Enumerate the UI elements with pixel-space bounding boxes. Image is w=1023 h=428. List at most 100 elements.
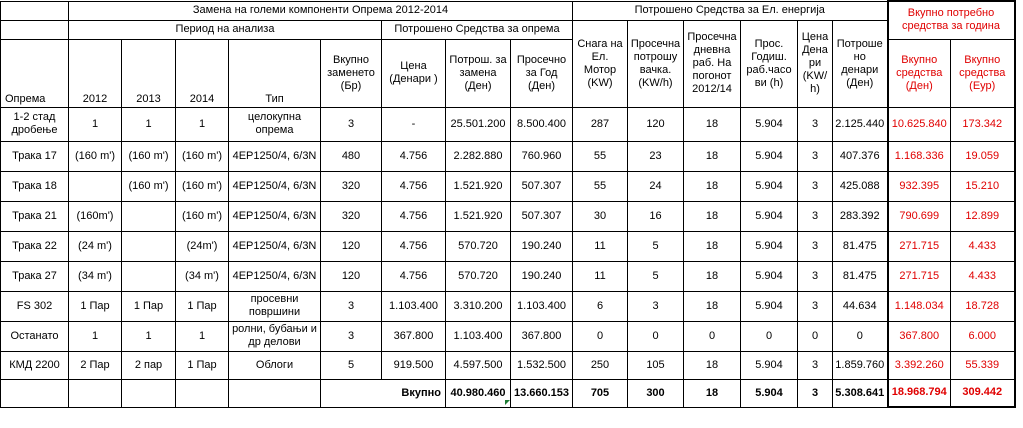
- price-cell: 919.500: [381, 350, 446, 380]
- grand-total-den: 18.968.794: [886, 378, 951, 408]
- annual-hours-cell: 5.904: [740, 230, 798, 262]
- total-hours: 5.904: [740, 378, 798, 408]
- avg-cell: 507.307: [510, 200, 573, 232]
- blank-cell: [228, 378, 321, 408]
- energy-spent-cell: 81.475: [832, 260, 888, 292]
- corner-cell: [0, 0, 69, 21]
- table-row: Останато 1 1 1 ролни, бубањи и др делови 3 367…: [0, 320, 1016, 352]
- energy-price-cell: 3: [797, 230, 833, 262]
- totals-row: Вкупно 40.980.460 13.660.153 705 300 18 …: [0, 378, 1016, 408]
- col-total-den: Вкупно средства (Ден): [886, 38, 951, 108]
- cell-comment-marker: [505, 400, 510, 405]
- power-cell: 11: [572, 230, 628, 262]
- price-cell: 4.756: [381, 260, 446, 292]
- total-energy-price: 3: [797, 378, 833, 408]
- spent-cell: 25.501.200: [445, 106, 511, 142]
- year-2013-cell: 1 Пар: [121, 290, 176, 322]
- energy-spent-cell: 2.125.440: [832, 106, 888, 142]
- spent-cell: 570.720: [445, 230, 511, 262]
- consumption-cell: 105: [627, 350, 684, 380]
- daily-hours-cell: 18: [683, 350, 741, 380]
- avg-cell: 507.307: [510, 170, 573, 202]
- col-avg-consumption: Просечна потрошу вачка. (KW/h): [627, 19, 684, 108]
- total-den-cell: 271.715: [886, 230, 951, 262]
- col-avg-annual-hours: Прос. Годиш. раб.часо ви (h): [740, 19, 798, 108]
- table-row: 1-2 стад дробење 1 1 1 целокупна опрема 3-25.…: [0, 106, 1016, 142]
- blank-cell: [0, 378, 69, 408]
- totals-label: Вкупно: [320, 378, 446, 408]
- price-cell: 367.800: [381, 320, 446, 352]
- col-avg-daily-hours: Просечна дневна раб. На погонот 2012/14: [683, 19, 741, 108]
- daily-hours-cell: 18: [683, 260, 741, 292]
- consumption-cell: 3: [627, 290, 684, 322]
- spent-cell: 2.282.880: [445, 140, 511, 172]
- avg-cell: 190.240: [510, 230, 573, 262]
- annual-hours-cell: 0: [740, 320, 798, 352]
- energy-price-cell: 3: [797, 290, 833, 322]
- table-row: Трака 17 (160 m') (160 m') (160 m') 4EP1250/…: [0, 140, 1016, 172]
- col-total-replaced: Вкупно заменето (Бр): [320, 38, 382, 108]
- count-cell: 120: [320, 260, 382, 292]
- total-eur-cell: 19.059: [950, 140, 1016, 172]
- spent-cell: 1.521.920: [445, 170, 511, 202]
- consumption-cell: 5: [627, 230, 684, 262]
- blank-cell: [175, 378, 229, 408]
- year-2012-cell: (160 m'): [68, 140, 122, 172]
- equipment-name: Останато: [0, 320, 69, 352]
- count-cell: 320: [320, 170, 382, 202]
- count-cell: 320: [320, 200, 382, 232]
- total-den-cell: 1.148.034: [886, 290, 951, 322]
- year-2012-cell: 1: [68, 106, 122, 142]
- total-eur-cell: 55.339: [950, 350, 1016, 380]
- col-2013: 2013: [121, 38, 176, 108]
- consumption-cell: 24: [627, 170, 684, 202]
- consumption-cell: 5: [627, 260, 684, 292]
- price-cell: -: [381, 106, 446, 142]
- year-2012-cell: 1 Пар: [68, 290, 122, 322]
- spent-cell: 3.310.200: [445, 290, 511, 322]
- power-cell: 6: [572, 290, 628, 322]
- daily-hours-cell: 18: [683, 106, 741, 142]
- grand-total-eur: 309.442: [950, 378, 1016, 408]
- group-energy-header: Потрошено Средства за Ел. енергија: [572, 0, 888, 21]
- year-2014-cell: 1: [175, 106, 229, 142]
- col-2014: 2014: [175, 38, 229, 108]
- price-cell: 4.756: [381, 230, 446, 262]
- energy-price-cell: 0: [797, 320, 833, 352]
- spent-cell: 1.521.920: [445, 200, 511, 232]
- power-cell: 11: [572, 260, 628, 292]
- energy-spent-cell: 1.859.760: [832, 350, 888, 380]
- energy-price-cell: 3: [797, 106, 833, 142]
- col-spent-denari: Потроше но денари (Ден): [832, 19, 888, 108]
- table-row: Трака 18 (160 m') (160 m') 4EP1250/4, 6/3N 3…: [0, 170, 1016, 202]
- consumption-cell: 16: [627, 200, 684, 232]
- spent-cell: 1.103.400: [445, 320, 511, 352]
- table-row: FS 302 1 Пар 1 Пар 1 Пар просевни површини 3 1…: [0, 290, 1016, 322]
- daily-hours-cell: 18: [683, 200, 741, 232]
- price-cell: 4.756: [381, 140, 446, 172]
- total-eur-cell: 4.433: [950, 230, 1016, 262]
- energy-spent-cell: 425.088: [832, 170, 888, 202]
- type-cell: 4EP1250/4, 6/3N: [228, 260, 321, 292]
- equipment-name: КМД 2200: [0, 350, 69, 380]
- year-2014-cell: (160 m'): [175, 200, 229, 232]
- annual-hours-cell: 5.904: [740, 350, 798, 380]
- equipment-name: 1-2 стад дробење: [0, 106, 69, 142]
- year-2014-cell: (34 m'): [175, 260, 229, 292]
- energy-spent-cell: 407.376: [832, 140, 888, 172]
- daily-hours-cell: 0: [683, 320, 741, 352]
- col-total-eur: Вкупно средства (Еур): [950, 38, 1016, 108]
- group-total-header: Вкупно потребно средства за година: [886, 0, 1016, 40]
- equipment-name: Трака 22: [0, 230, 69, 262]
- total-eur-cell: 173.342: [950, 106, 1016, 142]
- equipment-name: Трака 27: [0, 260, 69, 292]
- total-avg: 13.660.153: [510, 378, 573, 408]
- equipment-name: FS 302: [0, 290, 69, 322]
- avg-cell: 1.532.500: [510, 350, 573, 380]
- daily-hours-cell: 18: [683, 140, 741, 172]
- type-cell: 4EP1250/4, 6/3N: [228, 170, 321, 202]
- year-2014-cell: (24m'): [175, 230, 229, 262]
- year-2012-cell: (24 m'): [68, 230, 122, 262]
- count-cell: 5: [320, 350, 382, 380]
- annual-hours-cell: 5.904: [740, 200, 798, 232]
